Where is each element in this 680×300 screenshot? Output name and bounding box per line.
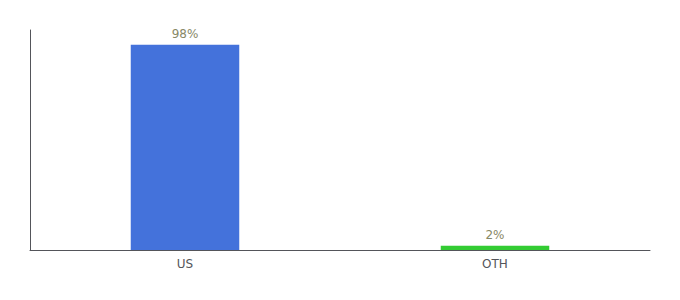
svg-text:98%: 98% xyxy=(172,27,199,41)
svg-text:US: US xyxy=(177,257,193,271)
svg-text:OTH: OTH xyxy=(482,257,508,271)
svg-text:2%: 2% xyxy=(485,228,504,242)
